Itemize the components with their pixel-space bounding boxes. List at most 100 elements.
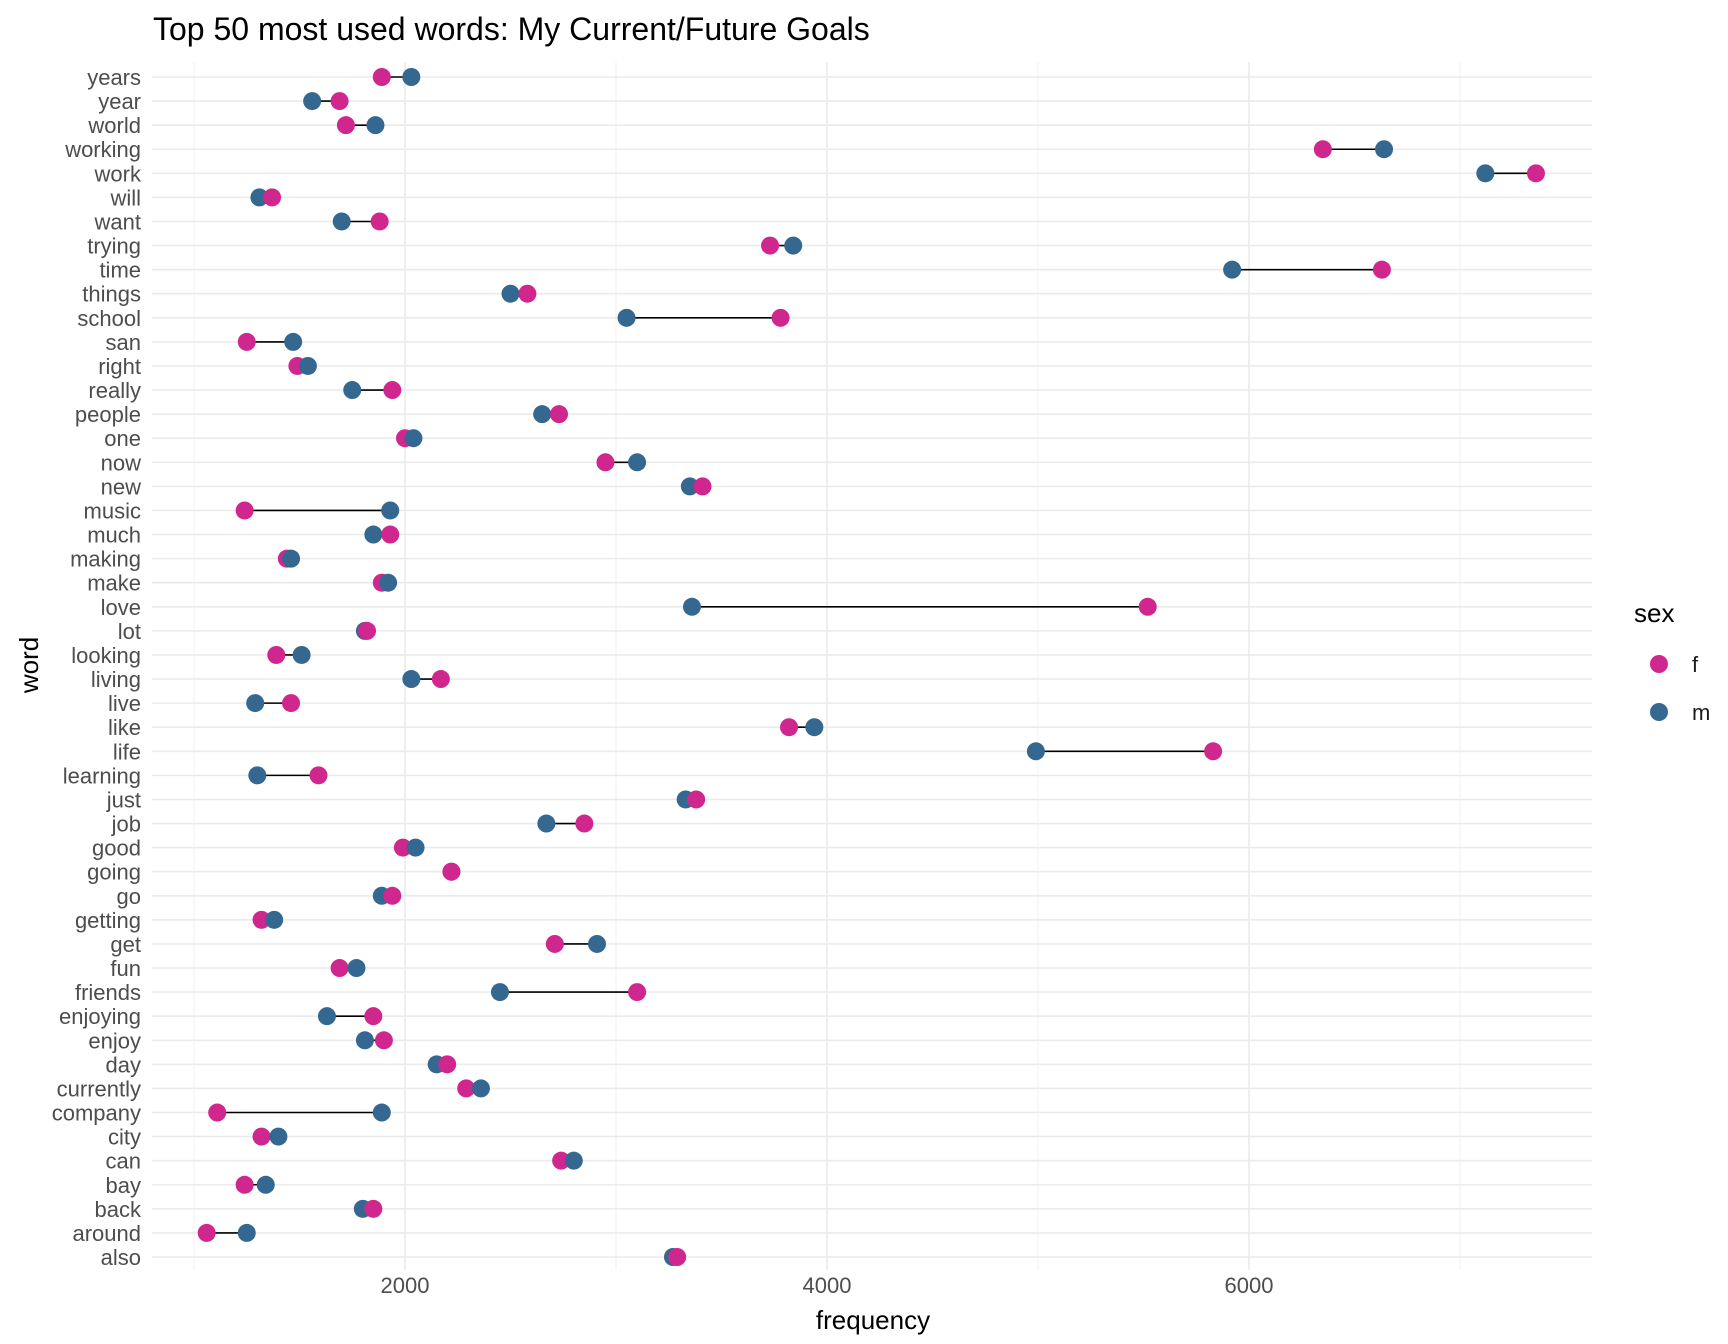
y-tick-label: one — [104, 426, 141, 451]
legend-key-f — [1650, 655, 1668, 673]
point-f — [687, 790, 706, 809]
y-tick-label: lot — [118, 619, 141, 644]
y-tick-label: world — [87, 113, 141, 138]
point-f — [197, 1223, 216, 1242]
point-f — [438, 1055, 457, 1074]
point-f — [374, 1031, 393, 1050]
point-f — [235, 501, 254, 520]
y-tick-label: things — [82, 282, 141, 307]
point-f — [1204, 742, 1223, 761]
point-m — [269, 1127, 288, 1146]
y-tick-label: get — [110, 932, 141, 957]
point-m — [533, 405, 552, 424]
point-f — [552, 1151, 571, 1170]
point-m — [501, 284, 520, 303]
y-tick-label: working — [64, 137, 141, 162]
point-f — [518, 284, 537, 303]
y-tick-label: living — [91, 667, 141, 692]
y-tick-label: want — [94, 209, 141, 234]
y-tick-label: year — [98, 89, 141, 114]
point-f — [575, 814, 594, 833]
point-f — [252, 1127, 271, 1146]
point-f — [761, 236, 780, 255]
point-f — [628, 983, 647, 1002]
point-m — [1223, 260, 1242, 279]
y-tick-label: much — [87, 523, 141, 548]
x-tick-label: 4000 — [803, 1273, 852, 1298]
y-tick-label: like — [108, 715, 141, 740]
y-tick-label: making — [70, 547, 141, 572]
legend: sex f m — [1634, 598, 1710, 725]
point-m — [317, 1007, 336, 1026]
y-tick-label: learning — [63, 763, 141, 788]
y-tick-label: bay — [106, 1173, 141, 1198]
point-f — [596, 453, 615, 472]
y-tick-label: really — [88, 378, 141, 403]
point-m — [282, 549, 301, 568]
point-f — [309, 766, 328, 785]
point-m — [1375, 140, 1394, 159]
point-m — [682, 597, 701, 616]
y-tick-label: go — [117, 884, 141, 909]
point-m — [471, 1079, 490, 1098]
point-f — [364, 1199, 383, 1218]
point-m — [303, 92, 322, 111]
point-f — [1313, 140, 1332, 159]
point-f — [381, 525, 400, 544]
y-tick-label: trying — [87, 234, 141, 259]
point-m — [381, 501, 400, 520]
point-m — [680, 477, 699, 496]
point-m — [537, 814, 556, 833]
point-f — [267, 645, 286, 664]
point-f — [1138, 597, 1157, 616]
point-m — [784, 236, 803, 255]
point-m — [292, 645, 311, 664]
x-axis-tick-labels: 2000 4000 6000 — [381, 1273, 1274, 1298]
y-tick-label: enjoy — [88, 1028, 141, 1053]
y-tick-label: good — [92, 836, 141, 861]
y-tick-label: time — [99, 258, 141, 283]
y-tick-label: can — [106, 1149, 141, 1174]
y-tick-label: school — [77, 306, 141, 331]
x-tick-label: 6000 — [1225, 1273, 1274, 1298]
point-f — [370, 212, 389, 231]
y-tick-label: around — [72, 1221, 141, 1246]
point-m — [406, 838, 425, 857]
point-m — [298, 356, 317, 375]
point-f — [780, 718, 799, 737]
point-f — [364, 1007, 383, 1026]
point-m — [402, 68, 421, 86]
y-tick-label: music — [84, 498, 141, 523]
legend-title: sex — [1634, 598, 1674, 628]
y-tick-label: people — [75, 402, 141, 427]
point-f — [393, 838, 412, 857]
y-tick-label: city — [108, 1125, 141, 1150]
y-tick-label: new — [101, 474, 141, 499]
point-f — [252, 910, 271, 929]
point-f — [330, 92, 349, 111]
legend-label-m: m — [1692, 700, 1710, 725]
point-f — [282, 694, 301, 713]
y-tick-label: now — [101, 450, 141, 475]
point-f — [1526, 164, 1545, 183]
point-m — [1476, 164, 1495, 183]
point-f — [336, 116, 355, 135]
point-f — [372, 68, 391, 86]
y-tick-label: friends — [75, 980, 141, 1005]
y-tick-label: san — [106, 330, 141, 355]
point-m — [628, 453, 647, 472]
point-m — [250, 188, 269, 207]
legend-key-m — [1650, 703, 1668, 721]
y-tick-label: fun — [110, 956, 141, 981]
y-tick-label: job — [111, 812, 141, 837]
point-f — [263, 188, 282, 207]
point-f — [237, 332, 256, 351]
point-m — [617, 308, 636, 327]
point-m — [366, 116, 385, 135]
point-m — [347, 959, 366, 978]
y-tick-label: also — [101, 1245, 141, 1270]
point-m — [402, 670, 421, 689]
point-f — [431, 670, 450, 689]
x-tick-label: 2000 — [381, 1273, 430, 1298]
